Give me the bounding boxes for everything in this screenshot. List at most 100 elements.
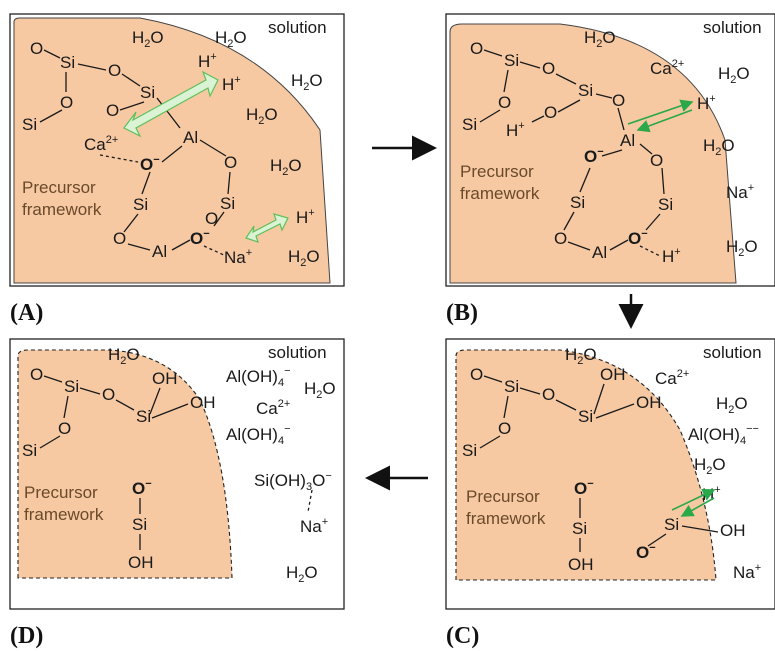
- svg-text:O: O: [108, 61, 121, 80]
- panel-b-framework: [449, 23, 737, 284]
- svg-text:H2O: H2O: [132, 28, 164, 50]
- panel-a-bonds: [39, 49, 231, 257]
- panel-a-solution-label: solution: [268, 18, 327, 37]
- svg-text:O: O: [470, 365, 483, 384]
- svg-text:Si: Si: [578, 81, 593, 100]
- panel-b-water: H2O H2O H2O H2O: [584, 28, 758, 259]
- panel-d: solution H2O H2O H2O O Si O O Si Si OH O…: [9, 338, 345, 649]
- panel-b-framework-label-1: Precursor: [460, 162, 534, 181]
- svg-text:O: O: [30, 39, 43, 58]
- svg-text:Si: Si: [462, 441, 477, 460]
- svg-text:Si: Si: [133, 195, 148, 214]
- panel-c-framework: [455, 349, 717, 581]
- svg-text:H2O: H2O: [215, 28, 247, 50]
- svg-text:Si: Si: [658, 195, 673, 214]
- panel-d-bonds: [39, 375, 313, 550]
- svg-text:H2O: H2O: [584, 28, 616, 50]
- svg-text:O: O: [612, 91, 625, 110]
- svg-text:Al: Al: [183, 128, 198, 147]
- svg-text:OH: OH: [190, 393, 216, 412]
- svg-text:H2O: H2O: [703, 136, 735, 158]
- svg-text:H2O: H2O: [718, 64, 750, 86]
- svg-text:OH: OH: [568, 555, 594, 574]
- svg-text:Si: Si: [22, 115, 37, 134]
- svg-text:O: O: [224, 153, 237, 172]
- svg-text:Na+: Na+: [726, 182, 754, 202]
- panel-d-label: (D): [10, 623, 43, 649]
- svg-text:OH: OH: [128, 553, 154, 572]
- svg-text:O: O: [113, 229, 126, 248]
- panel-c-bonds: [479, 375, 719, 552]
- svg-text:O: O: [554, 229, 567, 248]
- panel-a-label: (A): [10, 300, 43, 326]
- svg-text:H2O: H2O: [270, 156, 302, 178]
- panel-c-water: H2O H2O H2O: [565, 345, 748, 477]
- svg-text:Si: Si: [578, 407, 593, 426]
- panel-d-framework-label-2: framework: [24, 505, 104, 524]
- svg-text:Si: Si: [504, 377, 519, 396]
- panel-d-solution-label: solution: [268, 343, 327, 362]
- panel-a-atoms: O Si O O Si Si O Al H+ H+ Ca2+ O− Si O A…: [22, 39, 315, 267]
- svg-text:Na+: Na+: [224, 247, 252, 267]
- panel-b-framework-label-2: framework: [460, 184, 540, 203]
- panel-b-bonds: [479, 49, 665, 257]
- svg-text:O: O: [106, 101, 119, 120]
- svg-text:O: O: [30, 365, 43, 384]
- svg-text:Na+: Na+: [733, 562, 761, 582]
- svg-text:O: O: [102, 385, 115, 404]
- svg-text:Si: Si: [664, 515, 679, 534]
- svg-text:H2O: H2O: [286, 563, 318, 585]
- svg-text:H2O: H2O: [694, 455, 726, 477]
- svg-text:O: O: [650, 151, 663, 170]
- svg-text:Al: Al: [620, 131, 635, 150]
- svg-text:Al: Al: [592, 243, 607, 262]
- svg-text:O: O: [470, 39, 483, 58]
- panel-c-solution-label: solution: [703, 343, 762, 362]
- svg-text:H2O: H2O: [291, 71, 323, 93]
- svg-text:O: O: [542, 59, 555, 78]
- panel-a-proton-exchange-arrow: [123, 70, 289, 243]
- svg-text:Na+: Na+: [300, 516, 328, 536]
- svg-text:Si: Si: [60, 53, 75, 72]
- panel-b-proton-arrows: [627, 99, 694, 133]
- svg-text:H2O: H2O: [288, 247, 320, 269]
- svg-text:OH: OH: [720, 521, 746, 540]
- svg-text:H2O: H2O: [726, 237, 758, 259]
- panel-c-label: (C): [446, 623, 479, 649]
- panel-a: solution H2O H2O H2O H2O H2O H2O O Si O …: [9, 13, 345, 326]
- svg-text:Si: Si: [462, 115, 477, 134]
- svg-text:O: O: [542, 385, 555, 404]
- svg-text:H2O: H2O: [304, 379, 336, 401]
- panel-c: solution H2O H2O H2O O Si O O Si Si OH O…: [445, 338, 775, 649]
- panel-d-water: H2O H2O H2O: [108, 345, 336, 585]
- svg-text:OH: OH: [636, 393, 662, 412]
- svg-text:O: O: [498, 419, 511, 438]
- svg-text:OH: OH: [600, 365, 626, 384]
- panel-c-proton-arrows: [671, 489, 716, 517]
- panel-a-water: H2O H2O H2O H2O H2O H2O: [132, 28, 323, 269]
- svg-text:Si: Si: [132, 515, 147, 534]
- panel-c-framework-label-2: framework: [466, 509, 546, 528]
- svg-text:OH: OH: [152, 369, 178, 388]
- svg-text:O: O: [544, 103, 557, 122]
- svg-text:Si(OH)3O−: Si(OH)3O−: [254, 470, 332, 493]
- svg-text:Si: Si: [570, 193, 585, 212]
- svg-text:Si: Si: [220, 194, 235, 213]
- svg-text:Si: Si: [572, 519, 587, 538]
- panel-a-framework: [13, 17, 331, 284]
- svg-text:Si: Si: [140, 83, 155, 102]
- panel-a-framework-label-2: framework: [22, 200, 102, 219]
- svg-text:H2O: H2O: [246, 105, 278, 127]
- svg-text:Si: Si: [504, 51, 519, 70]
- svg-text:O: O: [498, 93, 511, 112]
- svg-text:Si: Si: [136, 407, 151, 426]
- panel-b-solution-label: solution: [703, 18, 762, 37]
- panel-b-label: (B): [446, 300, 478, 326]
- svg-text:H2O: H2O: [565, 345, 597, 367]
- svg-text:O: O: [205, 209, 218, 228]
- panel-d-framework-label-1: Precursor: [24, 483, 98, 502]
- svg-text:Si: Si: [64, 377, 79, 396]
- panel-a-framework-label-1: Precursor: [22, 178, 96, 197]
- svg-text:O: O: [58, 419, 71, 438]
